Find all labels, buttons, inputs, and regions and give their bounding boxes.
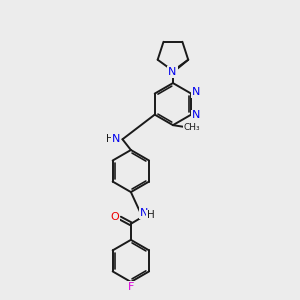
Text: H: H <box>106 134 114 143</box>
Text: CH₃: CH₃ <box>184 123 200 132</box>
Text: N: N <box>192 110 200 120</box>
Text: N: N <box>168 67 177 77</box>
Text: N: N <box>112 134 121 143</box>
Text: N: N <box>140 208 148 218</box>
Text: O: O <box>111 212 120 222</box>
Text: N: N <box>192 87 200 97</box>
Text: F: F <box>128 282 134 292</box>
Text: H: H <box>147 210 154 220</box>
